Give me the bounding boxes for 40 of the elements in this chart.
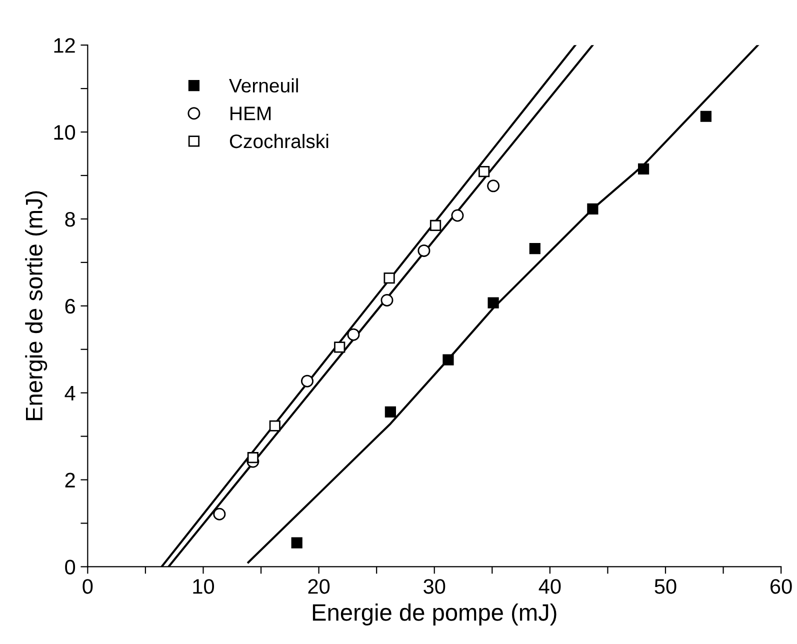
x-tick-label: 20 [308,579,330,594]
point [488,297,499,308]
x-tick-label: 60 [770,579,792,594]
point [638,163,650,175]
x-tick-label: 40 [538,579,561,594]
point [380,294,394,306]
point [487,180,500,192]
point [291,537,302,548]
y-tick-label: 2 [65,472,75,488]
point [334,342,346,353]
x-tick-label: 50 [654,579,676,594]
point [384,272,395,284]
legend-label: Verneuil [229,78,298,93]
y-tick-label: 8 [65,212,75,227]
point [478,166,490,178]
y-tick-label: 12 [54,38,75,53]
point [442,354,454,366]
x-tick-label: 0 [82,579,93,594]
point [247,452,258,464]
point [300,374,314,388]
point [451,209,464,222]
legend-label: Czochralski [230,134,328,148]
point [269,420,280,432]
y-tick-label: 10 [54,125,76,140]
point [430,220,442,232]
point [384,406,396,418]
x-axis-title: Energie de pompe (mJ) [312,604,556,626]
y-tick-label: 6 [65,298,75,314]
point [587,203,598,215]
point [418,244,430,257]
point [529,242,540,254]
point [213,508,226,520]
x-tick-label: 10 [193,579,214,594]
x-tick-label: 30 [424,579,446,594]
point [700,110,712,122]
point [347,328,360,341]
y-axis-title: Energie de sortie (mJ) [25,191,48,420]
y-tick-label: 0 [65,560,76,574]
y-tick-label: 4 [64,386,76,400]
legend-label: HEM [230,106,271,120]
